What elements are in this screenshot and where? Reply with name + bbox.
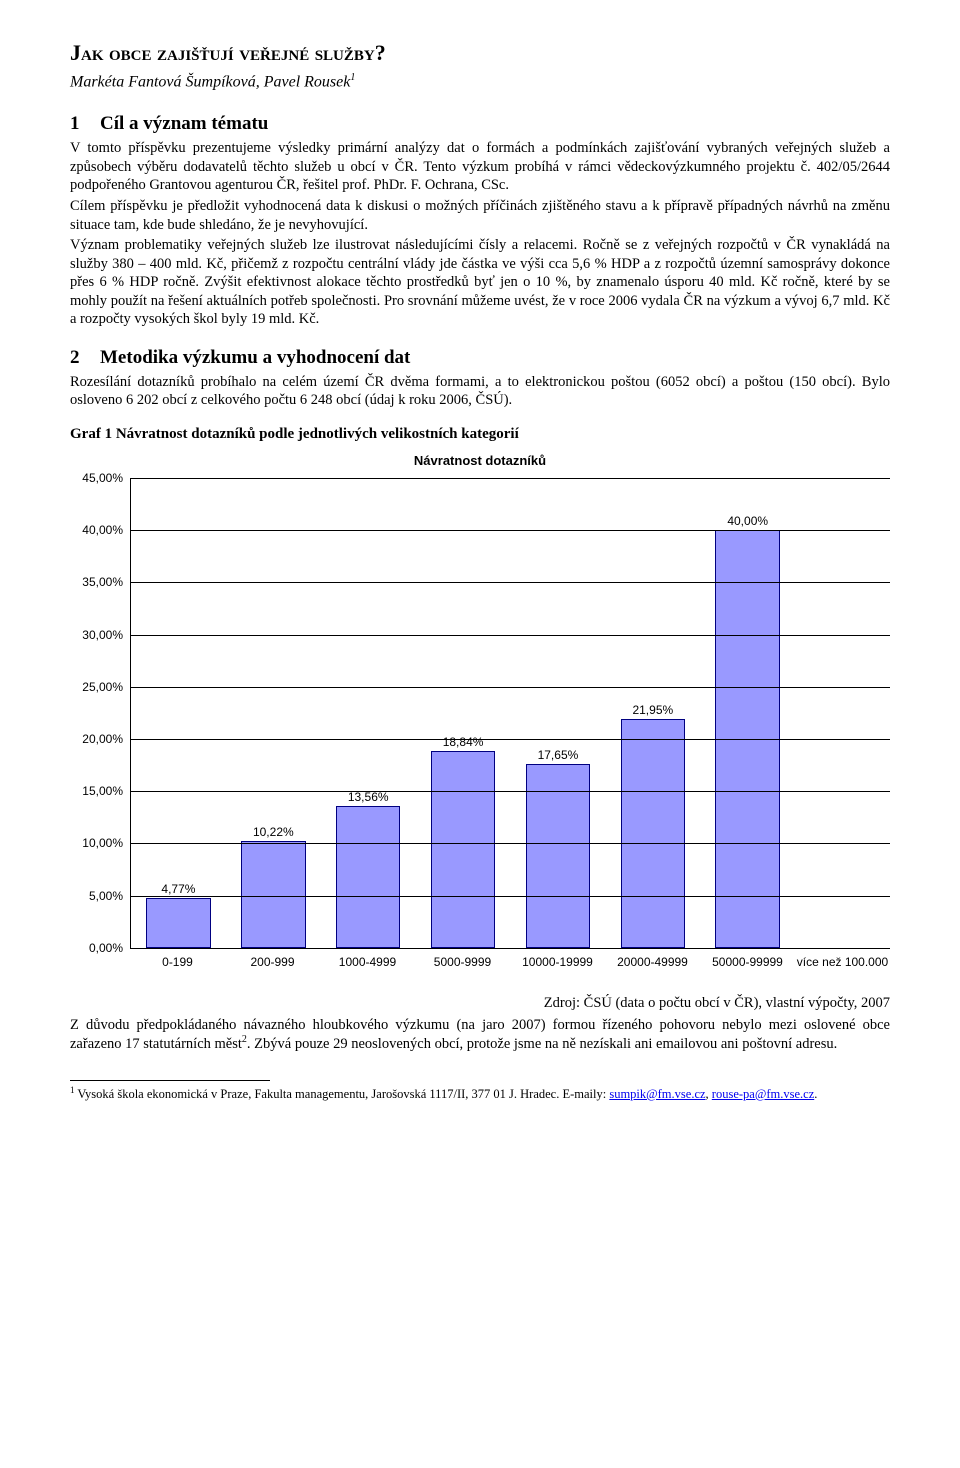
chart-bar-slot [795, 478, 890, 948]
section-2-num: 2 [70, 347, 100, 369]
chart-bar-slot: 13,56% [321, 478, 416, 948]
chart-x-tick-label: 50000-99999 [700, 949, 795, 969]
chart-plot-area: 4,77% 10,22% 13,56% 18,84% 17,65% 21,95% 40,00… [130, 478, 890, 949]
chart-bar: 21,95% [621, 719, 686, 948]
chart-y-tick-label: 10,00% [82, 836, 131, 850]
chart-y-tick-label: 45,00% [82, 471, 131, 485]
authors-footnote-ref: 1 [350, 72, 355, 83]
authors-names: Markéta Fantová Šumpíková, Pavel Rousek [70, 73, 350, 90]
chart-y-tick-label: 0,00% [89, 941, 131, 955]
chart-bar-value-label: 21,95% [632, 703, 673, 720]
chart-y-tick-label: 20,00% [82, 732, 131, 746]
chart-source: Zdroj: ČSÚ (data o počtu obcí v ČR), vla… [70, 995, 890, 1012]
chart-bar-value-label: 40,00% [727, 514, 768, 531]
section-1-p2: Cílem příspěvku je předložit vyhodnocená… [70, 197, 890, 234]
footnote-1-text: Vysoká škola ekonomická v Praze, Fakulta… [75, 1087, 610, 1101]
chart-bar-slot: 18,84% [416, 478, 511, 948]
footnote-email-2[interactable]: rouse-pa@fm.vse.cz [712, 1087, 814, 1101]
chart-container: Návratnost dotazníků 4,77% 10,22% 13,56% 18… [70, 453, 890, 969]
chart-x-labels: 0-199200-9991000-49995000-999910000-1999… [130, 949, 890, 969]
chart-y-tick-label: 35,00% [82, 575, 131, 589]
section-1-num: 1 [70, 113, 100, 135]
chart-bar-value-label: 13,56% [348, 790, 389, 807]
chart-x-tick-label: 20000-49999 [605, 949, 700, 969]
post-chart-text-2: . Zbývá pouze 29 neoslovených obcí, prot… [247, 1036, 837, 1052]
chart-bars: 4,77% 10,22% 13,56% 18,84% 17,65% 21,95% 40,00… [131, 478, 890, 948]
page: Jak obce zajišťují veřejné služby? Marké… [0, 0, 960, 1132]
chart-y-tick-label: 30,00% [82, 628, 131, 642]
page-title: Jak obce zajišťují veřejné služby? [70, 40, 890, 66]
chart-y-tick-label: 25,00% [82, 680, 131, 694]
chart: 4,77% 10,22% 13,56% 18,84% 17,65% 21,95% 40,00… [70, 478, 890, 969]
footnote-1: 1 Vysoká škola ekonomická v Praze, Fakul… [70, 1085, 890, 1102]
chart-bar-value-label: 18,84% [443, 735, 484, 752]
chart-gridline [131, 478, 890, 479]
chart-bar-slot: 17,65% [511, 478, 606, 948]
section-2-title: Metodika výzkumu a vyhodnocení dat [100, 347, 410, 368]
chart-bar-slot: 4,77% [131, 478, 226, 948]
chart-y-tick-label: 15,00% [82, 784, 131, 798]
section-1-title: Cíl a význam tématu [100, 113, 268, 134]
chart-x-tick-label: 10000-19999 [510, 949, 605, 969]
chart-title: Návratnost dotazníků [70, 453, 890, 468]
chart-bar: 13,56% [336, 806, 401, 948]
chart-gridline [131, 896, 890, 897]
chart-bar-slot: 40,00% [700, 478, 795, 948]
authors-line: Markéta Fantová Šumpíková, Pavel Rousek1 [70, 72, 890, 91]
chart-gridline [131, 687, 890, 688]
footnote-separator [70, 1080, 270, 1081]
chart-bar-slot: 21,95% [605, 478, 700, 948]
chart-y-tick-label: 5,00% [89, 889, 131, 903]
chart-x-tick-label: 1000-4999 [320, 949, 415, 969]
chart-bar: 18,84% [431, 751, 496, 948]
footnote-email-1[interactable]: sumpik@fm.vse.cz [609, 1087, 705, 1101]
chart-gridline [131, 582, 890, 583]
section-2-p1: Rozesílání dotazníků probíhalo na celém … [70, 373, 890, 410]
chart-gridline [131, 739, 890, 740]
chart-gridline [131, 635, 890, 636]
chart-gridline [131, 843, 890, 844]
section-1-p1: V tomto příspěvku prezentujeme výsledky … [70, 139, 890, 195]
chart-bar-value-label: 17,65% [538, 748, 579, 765]
section-1-heading: 1Cíl a význam tématu [70, 113, 890, 135]
section-2-heading: 2Metodika výzkumu a vyhodnocení dat [70, 347, 890, 369]
chart-bar: 10,22% [241, 841, 306, 948]
footnote-tail: . [814, 1087, 817, 1101]
chart-x-tick-label: více než 100.000 [795, 949, 890, 969]
chart-bar-slot: 10,22% [226, 478, 321, 948]
chart-gridline [131, 791, 890, 792]
chart-bar: 4,77% [146, 898, 211, 948]
chart-gridline [131, 530, 890, 531]
chart-bar-value-label: 10,22% [253, 825, 294, 842]
chart-x-tick-label: 0-199 [130, 949, 225, 969]
graf-1-caption: Graf 1 Návratnost dotazníků podle jednot… [70, 426, 890, 443]
post-chart-paragraph: Z důvodu předpokládaného návazného hloub… [70, 1016, 890, 1054]
chart-x-tick-label: 5000-9999 [415, 949, 510, 969]
chart-y-tick-label: 40,00% [82, 523, 131, 537]
section-1-p3: Význam problematiky veřejných služeb lze… [70, 236, 890, 329]
chart-x-tick-label: 200-999 [225, 949, 320, 969]
